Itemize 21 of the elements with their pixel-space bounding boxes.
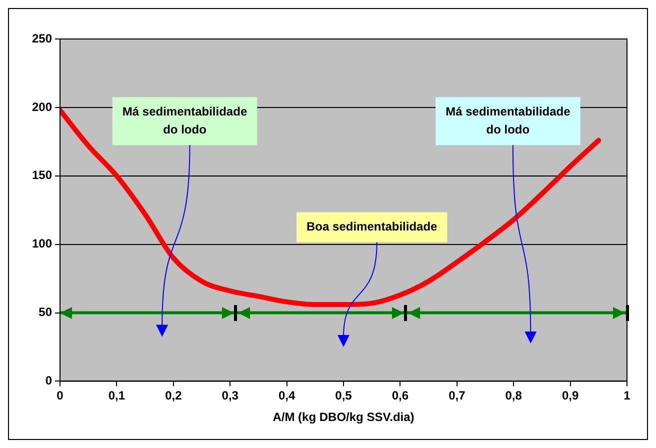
- x-tick-label: 0,7: [448, 388, 466, 403]
- x-tick-label: 0,8: [505, 388, 522, 403]
- x-axis-title: A/M (kg DBO/kg SSV.dia): [272, 410, 414, 424]
- x-tick-label: 1: [624, 388, 631, 403]
- x-tick-label: 0,4: [278, 388, 296, 403]
- y-tick-label: 50: [38, 305, 52, 320]
- y-tick-label: 250: [32, 31, 52, 46]
- x-tick-label: 0,1: [108, 388, 126, 403]
- annotation: Má sedimentabilidade do lodo: [122, 104, 248, 136]
- annotation: Má sedimentabilidade do lodo: [446, 104, 571, 136]
- x-tick-label: 0,3: [222, 388, 239, 403]
- x-tick-label: 0,5: [335, 388, 352, 403]
- x-tick-label: 0,2: [165, 388, 182, 403]
- x-tick-label: 0,6: [392, 388, 409, 403]
- y-tick-label: 200: [32, 100, 52, 114]
- y-tick-label: 150: [32, 168, 52, 182]
- y-tick-label: 0: [45, 374, 52, 388]
- x-tick-label: 0: [56, 388, 64, 403]
- y-tick-label: 100: [32, 236, 52, 251]
- x-tick-label: 0,9: [562, 388, 579, 403]
- annotation: Boa sedimentabilidade: [306, 220, 438, 234]
